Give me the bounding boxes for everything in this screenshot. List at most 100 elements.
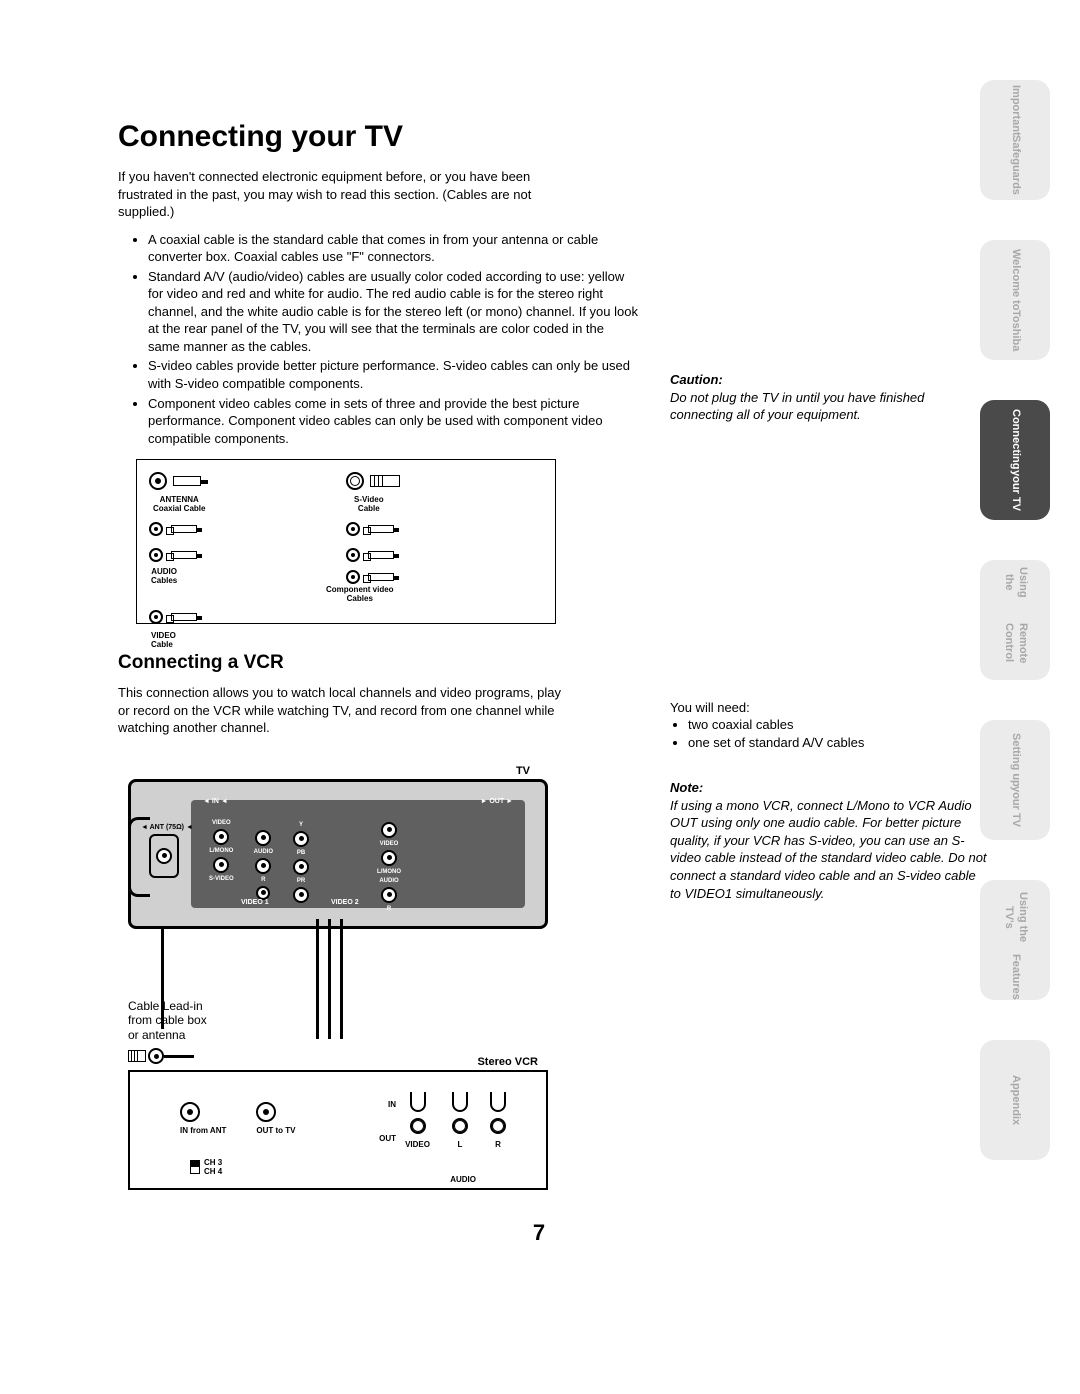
tv-label: TV xyxy=(128,765,548,777)
rca-jack-icon xyxy=(293,859,309,875)
r-label: R xyxy=(261,877,265,883)
vcr-out-jack-icon xyxy=(490,1118,506,1134)
wire-icon xyxy=(316,919,319,1039)
tab-features[interactable]: Using the TV'sFeatures xyxy=(980,880,1050,1000)
note-body: If using a mono VCR, connect L/Mono to V… xyxy=(670,797,988,902)
lmono-label: L/MONO xyxy=(209,848,233,854)
rca-jack-icon xyxy=(149,522,163,536)
pr-label: PR xyxy=(297,878,305,884)
tab-setting-up[interactable]: Setting upyour TV xyxy=(980,720,1050,840)
vcr-video-label: VIDEO xyxy=(405,1140,430,1149)
svideo-plug-icon xyxy=(370,475,400,487)
tab-connecting[interactable]: Connectingyour TV xyxy=(980,400,1050,520)
rca-jack-icon xyxy=(213,829,229,845)
caution-block: Caution: Do not plug the TV in until you… xyxy=(670,371,988,424)
audio-out-label: AUDIO xyxy=(379,878,398,884)
rca-jack-icon xyxy=(149,548,163,562)
rca-jack-icon xyxy=(346,548,360,562)
wire-icon xyxy=(340,919,343,1039)
rca-plug-icon xyxy=(171,525,197,533)
video-out-label: VIDEO xyxy=(380,841,399,847)
tv-vcr-wiring-diagram: TV ◄ IN ◄ ► OUT ► ◄ ANT (75Ω) ◄ VIDEO xyxy=(128,765,548,1190)
in-label: ◄ IN ◄ xyxy=(203,798,228,805)
component-cables-label: Component video Cables xyxy=(326,586,394,604)
rca-jack-icon xyxy=(381,887,397,903)
note-title: Note: xyxy=(670,779,988,797)
vcr-in-jack-icon xyxy=(410,1092,426,1112)
in-from-ant-label: IN from ANT xyxy=(180,1126,226,1135)
vcr-section-title: Connecting a VCR xyxy=(118,652,658,674)
r-out-label: R xyxy=(387,906,391,912)
need-item: one set of standard A/V cables xyxy=(688,734,988,752)
need-title: You will need: xyxy=(670,699,988,717)
page-number: 7 xyxy=(58,1220,1020,1246)
vcr-in-jack-icon xyxy=(490,1092,506,1112)
vcr-intro-text: This connection allows you to watch loca… xyxy=(118,684,568,737)
tab-remote[interactable]: Using theRemote Control xyxy=(980,560,1050,680)
y-label: Y xyxy=(299,822,303,828)
vcr-out-jack-icon xyxy=(410,1118,426,1134)
rca-plug-icon xyxy=(171,551,197,559)
antenna-cable-label: ANTENNA Coaxial Cable xyxy=(153,496,205,514)
intro-text: If you haven't connected electronic equi… xyxy=(118,168,548,221)
svideo-jack-icon xyxy=(346,472,364,490)
lmono-out-label: L/MONO xyxy=(377,869,401,875)
bullet-item: A coaxial cable is the standard cable th… xyxy=(148,231,638,266)
rca-jack-icon xyxy=(381,822,397,838)
caution-title: Caution: xyxy=(670,371,988,389)
out-label: ► OUT ► xyxy=(480,798,513,805)
video-cable-label: VIDEO Cable xyxy=(151,632,543,650)
page-title: Connecting your TV xyxy=(118,120,1020,154)
vcr-r-label: R xyxy=(495,1140,501,1149)
bullet-item: Component video cables come in sets of t… xyxy=(148,395,638,448)
need-item: two coaxial cables xyxy=(688,716,988,734)
f-connector-icon xyxy=(173,476,201,486)
ant-label: ◄ ANT (75Ω) ◄ xyxy=(141,824,193,831)
vcr-out-jack-icon xyxy=(452,1118,468,1134)
channel-switch: CH 3CH 4 xyxy=(190,1158,222,1176)
out-to-tv-label: OUT to TV xyxy=(256,1126,295,1135)
tv-rear-panel: ◄ IN ◄ ► OUT ► ◄ ANT (75Ω) ◄ VIDEO L/MON… xyxy=(128,779,548,929)
vcr-out-label: OUT xyxy=(379,1134,396,1143)
rca-jack-icon xyxy=(255,858,271,874)
tab-welcome[interactable]: Welcome toToshiba xyxy=(980,240,1050,360)
rca-jack-icon xyxy=(346,570,360,584)
ant-jack-icon xyxy=(149,834,179,878)
rca-plug-icon xyxy=(368,525,394,533)
side-nav-tabs: ImportantSafeguards Welcome toToshiba Co… xyxy=(980,80,1050,1160)
svideo-label: S-VIDEO xyxy=(209,876,234,882)
cable-leadin-label: Cable Lead-in from cable box or antenna xyxy=(128,999,548,1042)
rca-plug-icon xyxy=(171,613,197,621)
vcr-ant-in-icon xyxy=(180,1102,200,1122)
cable-bullet-list: A coaxial cable is the standard cable th… xyxy=(118,231,638,448)
vcr-audio-label: AUDIO xyxy=(450,1175,476,1184)
video2-label: VIDEO 2 xyxy=(331,899,359,906)
rca-jack-icon xyxy=(381,850,397,866)
stereo-vcr-label: Stereo VCR xyxy=(477,1056,538,1068)
rca-jack-icon xyxy=(213,857,229,873)
you-will-need-block: You will need: two coaxial cables one se… xyxy=(670,699,988,752)
tab-safeguards[interactable]: ImportantSafeguards xyxy=(980,80,1050,200)
rca-jack-icon xyxy=(149,610,163,624)
rca-plug-icon xyxy=(368,551,394,559)
bullet-item: S-video cables provide better picture pe… xyxy=(148,357,638,392)
cable-types-diagram: ANTENNA Coaxial Cable S-Video Cable AUDI… xyxy=(136,459,556,624)
rca-jack-icon xyxy=(293,831,309,847)
bullet-item: Standard A/V (audio/video) cables are us… xyxy=(148,268,638,356)
pb-label: PB xyxy=(297,850,305,856)
vcr-l-label: L xyxy=(458,1140,463,1149)
vcr-in-label: IN xyxy=(388,1100,396,1109)
wire-icon xyxy=(328,919,331,1039)
audio-label: AUDIO xyxy=(254,849,273,855)
coax-jack-icon xyxy=(149,472,167,490)
audio-cables-label: AUDIO Cables xyxy=(151,568,177,586)
wire-icon xyxy=(161,929,164,1029)
rca-jack-icon xyxy=(255,830,271,846)
vcr-ant-out-icon xyxy=(256,1102,276,1122)
vcr-box: Stereo VCR IN from ANT OUT to TV xyxy=(128,1070,548,1190)
svideo-jack-icon xyxy=(256,886,270,900)
vcr-in-jack-icon xyxy=(452,1092,468,1112)
video1-label: VIDEO 1 xyxy=(241,899,269,906)
rca-plug-icon xyxy=(368,573,394,581)
tab-appendix[interactable]: Appendix xyxy=(980,1040,1050,1160)
